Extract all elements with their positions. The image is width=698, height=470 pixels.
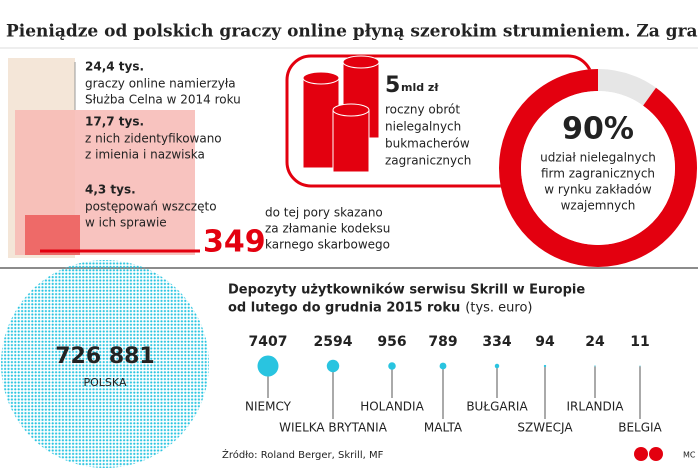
title: Pieniądze od polskich graczy online płyn…: [6, 22, 698, 42]
donut-arc: [499, 69, 697, 267]
value-label: 7407: [249, 334, 288, 350]
bubble: [439, 362, 447, 370]
convicted-figure: 349: [203, 225, 266, 260]
value-label: 11: [630, 334, 649, 350]
bubble: [1, 260, 209, 468]
text-line: za złamanie kodeksu: [265, 222, 390, 236]
count-figure: 17,7 tys.: [85, 115, 144, 129]
value-label: 726 881: [55, 344, 155, 369]
value-label: 334: [482, 334, 511, 350]
bubble: [543, 364, 547, 368]
bubble: [494, 363, 500, 369]
text-line: firm zagranicznych: [541, 167, 655, 181]
bubble: [594, 365, 596, 367]
category-label: BUŁGARIA: [466, 400, 528, 414]
value-label: 789: [428, 334, 457, 350]
text-line: w ich sprawie: [85, 216, 167, 230]
text-line: postępowań wszczęto: [85, 200, 217, 214]
chart-title: Depozyty użytkowników serwisu Skrill w E…: [228, 283, 585, 298]
box-small: [25, 215, 80, 255]
value-label: 2594: [314, 334, 353, 350]
value-label: 24: [585, 334, 605, 350]
credit: MC: [683, 451, 696, 460]
text-line: z nich zidentyfikowano: [85, 132, 222, 146]
donut-hole: [521, 91, 675, 245]
text-line: wzajemnych: [561, 199, 636, 213]
share-label: 90%: [562, 112, 634, 147]
bubble: [388, 362, 396, 370]
turnover-figure: 5: [385, 73, 400, 98]
logo: [649, 447, 663, 461]
category-label: POLSKA: [84, 376, 127, 389]
category-label: WIELKA BRYTANIA: [279, 421, 388, 435]
text-line: nielegalnych: [385, 120, 461, 134]
logo: [634, 447, 648, 461]
bubble: [639, 365, 641, 367]
text-line: Służba Celna w 2014 roku: [85, 93, 241, 107]
text-line: z imienia i nazwiska: [85, 148, 205, 162]
chart-unit: (tys. euro): [465, 301, 532, 316]
text-line: zagranicznych: [385, 154, 471, 168]
value-label: 956: [377, 334, 406, 350]
bubble: [326, 359, 340, 373]
bubble: [257, 355, 279, 377]
category-label: NIEMCY: [245, 400, 292, 414]
turnover-unit: mld zł: [401, 81, 439, 94]
text-line: udział nielegalnych: [540, 151, 656, 165]
text-line: graczy online namierzyła: [85, 77, 236, 91]
value-label: 94: [535, 334, 555, 350]
category-label: BELGIA: [618, 421, 662, 435]
text-line: w rynku zakładów: [544, 183, 652, 197]
count-figure: 24,4 tys.: [85, 60, 144, 74]
text-line: do tej pory skazano: [265, 206, 383, 220]
count-figure: 4,3 tys.: [85, 183, 136, 197]
category-label: SZWECJA: [517, 421, 573, 435]
chart-title: od lutego do grudnia 2015 roku: [228, 301, 460, 316]
coins: [302, 55, 380, 173]
text-line: roczny obrót: [385, 103, 460, 117]
text-line: karnego skarbowego: [265, 238, 390, 252]
category-label: HOLANDIA: [360, 400, 424, 414]
source: Źródło: Roland Berger, Skrill, MF: [222, 448, 384, 461]
category-label: MALTA: [424, 421, 463, 435]
text-line: bukmacherów: [385, 137, 470, 151]
category-label: IRLANDIA: [566, 400, 624, 414]
